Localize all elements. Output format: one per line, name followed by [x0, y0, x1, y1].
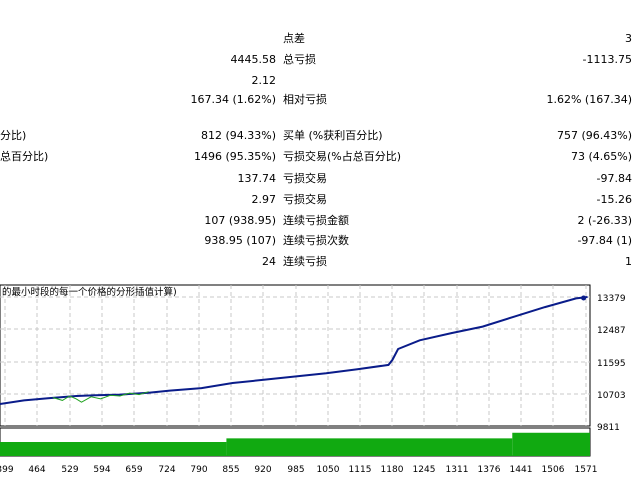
report-right-value: 757 (96.43%)	[556, 129, 632, 142]
x-tick-label: 1050	[317, 465, 340, 475]
y-tick-label: 13379	[597, 294, 626, 304]
x-tick-label: 594	[93, 465, 110, 475]
x-tick-label: 724	[158, 465, 175, 475]
report-right-value: 73 (4.65%)	[570, 150, 632, 163]
report-right-value: 3	[625, 32, 632, 45]
x-tick-label: 659	[125, 465, 142, 475]
x-tick-label: 1441	[510, 465, 533, 475]
equity-chart: 的最小时段的每一个价格的分形插值计算) 13379 12487 11595 10703 9…	[0, 282, 640, 480]
volume-bar	[0, 442, 227, 456]
x-tick-label: 855	[222, 465, 239, 475]
series-equity	[52, 391, 149, 403]
series-balance	[0, 296, 588, 405]
y-tick-label: 12487	[597, 326, 626, 336]
report-right-value: 1	[625, 255, 632, 268]
x-tick-label: 1571	[575, 465, 598, 475]
x-tick-label: 1506	[542, 465, 565, 475]
volume-bar	[226, 438, 513, 456]
report-left-value: 107 (938.95)	[204, 214, 276, 227]
report-middle-label: 连续亏损次数	[283, 234, 349, 247]
report-left-value: 167.34 (1.62%)	[190, 93, 276, 106]
report-middle-label: 亏损交易	[283, 172, 327, 185]
x-tick-label: 1245	[413, 465, 436, 475]
report-left-value: 1496 (95.35%)	[193, 150, 276, 163]
report-left-value: 24	[262, 255, 276, 268]
report-right-value: -15.26	[596, 193, 632, 206]
plot-frame	[0, 284, 591, 427]
report-right-value: -97.84	[596, 172, 632, 185]
x-tick-label: 399	[0, 465, 14, 475]
report-middle-label: 总亏损	[283, 53, 316, 66]
balance-end-marker	[581, 295, 587, 301]
x-tick-label: 1115	[349, 465, 372, 475]
chart-caption: 的最小时段的每一个价格的分形插值计算)	[2, 286, 177, 298]
x-tick-label: 1376	[478, 465, 501, 475]
report-middle-label: 亏损交易	[283, 193, 327, 206]
report-left-label: 分比)	[0, 129, 27, 142]
x-tick-label: 1180	[381, 465, 404, 475]
report-left-label: 总百分比)	[0, 150, 49, 163]
chart-canvas: 的最小时段的每一个价格的分形插值计算) 13379 12487 11595 10703 9…	[0, 284, 626, 475]
report-table: 点差 3 4445.58 总亏损 -1113.75 2.12 167.34 (1.62%) 相…	[0, 32, 632, 268]
report-right-value: 2 (-26.33)	[577, 214, 632, 227]
report-right-value: -1113.75	[582, 53, 632, 66]
x-tick-label: 920	[254, 465, 271, 475]
report-right-value: 1.62% (167.34)	[546, 93, 632, 106]
y-tick-label: 10703	[597, 391, 626, 401]
y-tick-label: 11595	[597, 359, 626, 369]
report-left-value: 2.12	[251, 74, 277, 87]
report-middle-label: 相对亏损	[283, 93, 327, 106]
report-middle-label: 亏损交易(%占总百分比)	[283, 150, 402, 163]
x-tick-label: 464	[28, 465, 45, 475]
x-tick-label: 1311	[446, 465, 469, 475]
report-middle-label: 点差	[283, 32, 305, 45]
x-tick-label: 529	[61, 465, 78, 475]
report-middle-label: 连续亏损金额	[283, 214, 349, 227]
report-middle-label: 买单 (%获利百分比)	[283, 129, 383, 142]
report-left-value: 2.97	[251, 193, 277, 206]
report-left-value: 137.74	[237, 172, 277, 185]
report-left-value: 812 (94.33%)	[200, 129, 276, 142]
y-tick-label: 9811	[597, 423, 620, 433]
x-tick-label: 985	[287, 465, 304, 475]
report-right-value: -97.84 (1)	[577, 234, 632, 247]
report-left-value: 938.95 (107)	[204, 234, 276, 247]
x-tick-label: 790	[190, 465, 207, 475]
report-middle-label: 连续亏损	[283, 255, 327, 268]
report-left-value: 4445.58	[230, 53, 277, 66]
volume-bar	[512, 432, 590, 456]
